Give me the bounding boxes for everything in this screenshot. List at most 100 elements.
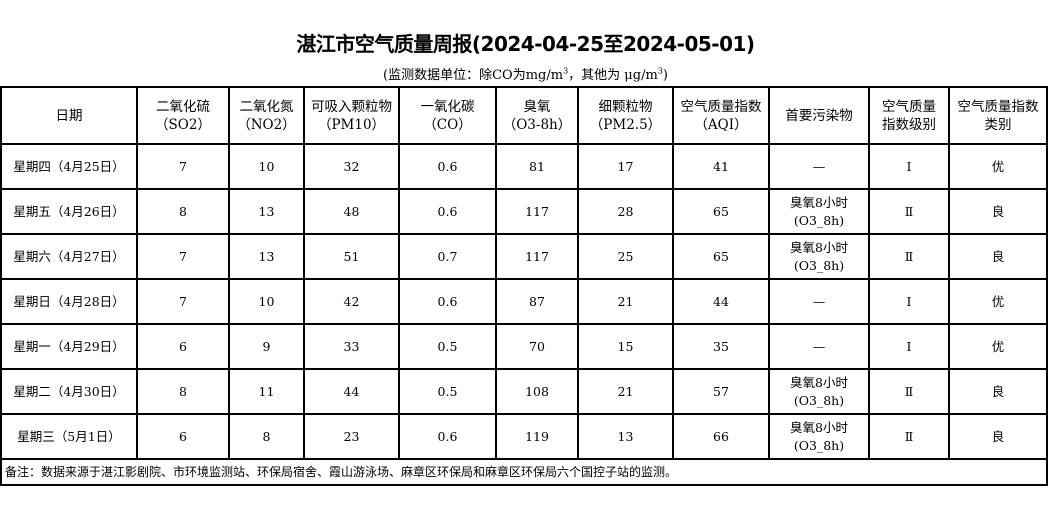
no2-cell: 9 [228, 323, 305, 370]
header-line2: 指数级别 [882, 116, 936, 133]
column-header: 臭氧 （O3-8h） [495, 86, 579, 145]
header-line1: 细颗粒物 [598, 98, 653, 115]
pollutant-name: 臭氧8小时 [790, 374, 848, 390]
table-row: 星期一（4月29日） 6 9 33 0.5 70 15 35 — Ⅰ 优 [0, 323, 1048, 370]
aqi-level-cell: Ⅱ [868, 413, 950, 460]
aqi-cell: 41 [672, 143, 770, 190]
unit-mid: ，其他为 μg/m [568, 68, 658, 83]
o3-8h-cell: 108 [495, 368, 579, 415]
pm25-cell: 13 [577, 413, 674, 460]
pm25-cell: 17 [577, 143, 674, 190]
co-cell: 0.6 [398, 413, 497, 460]
unit-sup: 3 [563, 66, 569, 76]
header-line2: （CO） [423, 116, 472, 133]
aqi-level-cell: Ⅱ [868, 188, 950, 235]
aqi-cell: 35 [672, 323, 770, 370]
aqi-category-cell: 良 [948, 368, 1048, 415]
aqi-level-cell: Ⅱ [868, 233, 950, 280]
primary-pollutant-cell: 臭氧8小时 (O3_8h) [768, 188, 870, 235]
header-line1: 一氧化碳 [420, 98, 475, 115]
aqi-category-cell: 良 [948, 188, 1048, 235]
table-row: 星期四（4月25日） 7 10 32 0.6 81 17 41 — Ⅰ 优 [0, 143, 1048, 190]
aqi-cell: 65 [672, 233, 770, 280]
date-cell: 星期四（4月25日） [0, 143, 138, 190]
pollutant-code: (O3_8h) [793, 392, 845, 408]
column-header: 空气质量指数 （AQI） [672, 86, 770, 145]
table-row: 星期二（4月30日） 8 11 44 0.5 108 21 57 臭氧8小时 (O3_8h) Ⅱ 良 [0, 368, 1048, 415]
co-cell: 0.5 [398, 323, 497, 370]
column-header: 一氧化碳 （CO） [398, 86, 497, 145]
pollutant-code: (O3_8h) [793, 257, 845, 273]
so2-cell: 8 [136, 188, 230, 235]
pm25-cell: 21 [577, 368, 674, 415]
header-line1: 臭氧 [523, 98, 551, 115]
pm25-cell: 25 [577, 233, 674, 280]
so2-cell: 6 [136, 323, 230, 370]
pollutant-name: — [812, 293, 826, 309]
table-row: 星期五（4月26日） 8 13 48 0.6 117 28 65 臭氧8小时 (O3_8h) Ⅱ 良 [0, 188, 1048, 235]
primary-pollutant-cell: 臭氧8小时 (O3_8h) [768, 233, 870, 280]
table-row: 星期三（5月1日） 6 8 23 0.6 119 13 66 臭氧8小时 (O3_8h) Ⅱ 良 [0, 413, 1048, 460]
header-line2: （O3-8h） [502, 116, 572, 133]
pollutant-code: (O3_8h) [793, 212, 845, 228]
header-line2: （NO2） [237, 116, 296, 133]
pollutant-name: 臭氧8小时 [790, 194, 848, 210]
column-header: 空气质量指数 类别 [948, 86, 1048, 145]
pm10-cell: 51 [303, 233, 400, 280]
co-cell: 0.6 [398, 278, 497, 325]
footnote: 备注：数据来源于湛江影剧院、市环境监测站、环保局宿舍、霞山游泳场、麻章区环保局和… [0, 458, 1048, 486]
date-cell: 星期三（5月1日） [0, 413, 138, 460]
pm10-cell: 33 [303, 323, 400, 370]
aqi-level-cell: Ⅰ [868, 323, 950, 370]
no2-cell: 10 [228, 143, 305, 190]
co-cell: 0.7 [398, 233, 497, 280]
unit-suffix: ) [662, 68, 668, 83]
co-cell: 0.5 [398, 368, 497, 415]
date-cell: 星期日（4月28日） [0, 278, 138, 325]
no2-cell: 10 [228, 278, 305, 325]
pm25-cell: 15 [577, 323, 674, 370]
o3-8h-cell: 87 [495, 278, 579, 325]
pm10-cell: 23 [303, 413, 400, 460]
header-line2: （AQI） [694, 116, 748, 133]
header-row: 日期 二氧化硫 （SO2） 二氧化氮 （NO2） 可吸入颗粒物 （PM10） 一氧化碳 （CO）… [0, 86, 1048, 145]
header-line2: 类别 [984, 116, 1012, 133]
column-header: 细颗粒物 （PM2.5） [577, 86, 674, 145]
so2-cell: 6 [136, 413, 230, 460]
date-cell: 星期二（4月30日） [0, 368, 138, 415]
aqi-level-cell: Ⅰ [868, 143, 950, 190]
header-line1: 二氧化氮 [239, 98, 294, 115]
air-quality-table: 日期 二氧化硫 （SO2） 二氧化氮 （NO2） 可吸入颗粒物 （PM10） 一氧化碳 （CO）… [0, 86, 1048, 486]
pm10-cell: 44 [303, 368, 400, 415]
pollutant-code: (O3_8h) [793, 437, 845, 453]
table-row: 星期日（4月28日） 7 10 42 0.6 87 21 44 — Ⅰ 优 [0, 278, 1048, 325]
date-cell: 星期一（4月29日） [0, 323, 138, 370]
header-line1: 空气质量指数 [957, 98, 1039, 115]
so2-cell: 7 [136, 233, 230, 280]
no2-cell: 11 [228, 368, 305, 415]
aqi-cell: 44 [672, 278, 770, 325]
primary-pollutant-cell: 臭氧8小时 (O3_8h) [768, 368, 870, 415]
so2-cell: 7 [136, 278, 230, 325]
aqi-category-cell: 优 [948, 278, 1048, 325]
primary-pollutant-cell: — [768, 278, 870, 325]
pm25-cell: 28 [577, 188, 674, 235]
no2-cell: 13 [228, 188, 305, 235]
primary-pollutant-cell: — [768, 323, 870, 370]
no2-cell: 8 [228, 413, 305, 460]
column-header: 空气质量 指数级别 [868, 86, 950, 145]
no2-cell: 13 [228, 233, 305, 280]
pm10-cell: 32 [303, 143, 400, 190]
aqi-category-cell: 良 [948, 413, 1048, 460]
o3-8h-cell: 70 [495, 323, 579, 370]
aqi-cell: 65 [672, 188, 770, 235]
unit-prefix: (监测数据单位：除CO为mg/m [383, 68, 564, 83]
header-line1: 首要污染物 [785, 107, 853, 124]
header-line2: （PM2.5） [589, 116, 662, 133]
aqi-level-cell: Ⅱ [868, 368, 950, 415]
primary-pollutant-cell: — [768, 143, 870, 190]
primary-pollutant-cell: 臭氧8小时 (O3_8h) [768, 413, 870, 460]
aqi-cell: 66 [672, 413, 770, 460]
header-line1: 二氧化硫 [156, 98, 210, 115]
header-line1: 空气质量 [882, 98, 936, 115]
